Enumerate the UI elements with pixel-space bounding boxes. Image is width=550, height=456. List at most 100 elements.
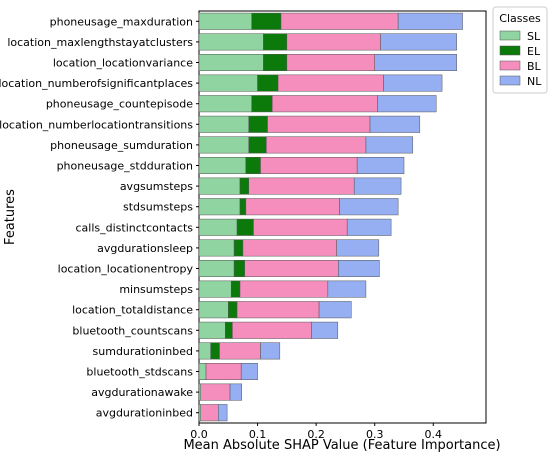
bar-nl-phoneusage_countepisode: [377, 95, 437, 113]
bar-bl-location_numberlocationtransitions: [267, 115, 371, 133]
bar-nl-location_numberofsignificantplaces: [383, 74, 443, 92]
bar-bl-phoneusage_sumduration: [266, 136, 367, 154]
legend: Classes SL EL BL NL: [492, 6, 548, 94]
x-tick-label: 0.4: [425, 428, 443, 441]
y-axis-label: Features: [3, 189, 18, 245]
bar-nl-bluetooth_stdscans: [240, 363, 258, 380]
bar-el-sumdurationinbed: [210, 342, 220, 360]
bar-bl-bluetooth_countscans: [232, 321, 312, 339]
bar-bl-phoneusage_countepisode: [271, 95, 378, 113]
bar-el-phoneusage_maxduration: [251, 12, 282, 30]
bar-bl-avgsumsteps: [248, 177, 355, 195]
bar-nl-location_locationvariance: [374, 54, 457, 71]
bar-sl-location_locationvariance: [198, 54, 264, 71]
bar-nl-avgdurationsleep: [336, 239, 380, 257]
bar-bl-phoneusage_stdduration: [260, 157, 358, 174]
legend-swatch-nl: [499, 75, 521, 86]
bar-bl-location_locationvariance: [286, 54, 375, 71]
bar-sl-minsumsteps: [198, 280, 232, 298]
bar-bl-sumdurationinbed: [219, 342, 261, 360]
bar-el-phoneusage_stdduration: [245, 157, 261, 174]
legend-label-bl: BL: [527, 60, 542, 73]
bar-el-location_numberlocationtransitions: [248, 115, 268, 133]
y-tick-label: sumdurationinbed: [93, 345, 193, 358]
bar-sl-phoneusage_maxduration: [198, 12, 252, 30]
legend-swatch-sl: [499, 30, 521, 41]
bar-nl-minsumsteps: [327, 280, 367, 298]
bar-bl-calls_distinctcontacts: [253, 218, 348, 236]
bar-sl-avgdurationsleep: [198, 239, 235, 257]
y-tick-label: avgdurationsleep: [97, 242, 193, 255]
y-tick-label: bluetooth_stdscans: [86, 366, 193, 379]
bar-el-location_maxlengthstayatclusters: [263, 33, 288, 51]
x-tick-label: 0.1: [249, 428, 267, 441]
bar-nl-location_totaldistance: [318, 301, 352, 319]
bar-bl-location_totaldistance: [236, 301, 320, 319]
y-tick-label: bluetooth_countscans: [72, 324, 193, 337]
y-tick-label: location_maxlengthstayatclusters: [7, 36, 193, 49]
bar-sl-location_totaldistance: [198, 301, 229, 319]
y-tick-label: phoneusage_stdduration: [57, 160, 193, 173]
bar-nl-phoneusage_maxduration: [397, 12, 463, 30]
bar-el-location_locationvariance: [263, 54, 288, 71]
legend-swatch-el: [499, 45, 521, 56]
y-tick-label: avgdurationawake: [91, 386, 193, 399]
x-ticks: 0.0 0.1 0.2 0.3 0.4: [190, 423, 442, 441]
bar-el-phoneusage_sumduration: [248, 136, 267, 154]
legend-label-sl: SL: [527, 30, 541, 43]
plot-frame: [198, 10, 487, 424]
bar-el-location_locationentropy: [233, 260, 245, 277]
bar-sl-location_maxlengthstayatclusters: [198, 33, 264, 51]
bar-el-minsumsteps: [230, 280, 241, 298]
y-tick-label: location_locationvariance: [53, 57, 193, 70]
bar-el-stdsumsteps: [239, 198, 247, 216]
bar-bl-phoneusage_maxduration: [280, 12, 399, 30]
bar-el-location_numberofsignificantplaces: [257, 74, 279, 92]
bar-nl-avgdurationinbed: [218, 404, 228, 422]
x-tick-label: 0.2: [307, 428, 325, 441]
bar-sl-phoneusage_countepisode: [198, 95, 252, 113]
bar-el-avgdurationsleep: [233, 239, 244, 257]
bar-bl-location_maxlengthstayatclusters: [286, 33, 381, 51]
bar-sl-phoneusage_sumduration: [198, 136, 250, 154]
y-tick-label: minsumsteps: [119, 283, 193, 296]
bar-el-calls_distinctcontacts: [236, 218, 254, 236]
bar-el-bluetooth_countscans: [225, 321, 233, 339]
y-tick-label: location_numberlocationtransitions: [0, 118, 193, 131]
bar-bl-minsumsteps: [239, 280, 329, 298]
bar-nl-location_maxlengthstayatclusters: [380, 33, 457, 51]
bar-sl-stdsumsteps: [198, 198, 241, 216]
legend-swatch-bl: [499, 60, 521, 71]
y-tick-label: location_locationentropy: [58, 263, 194, 276]
legend-label-el: EL: [527, 45, 541, 58]
bar-sl-location_numberofsignificantplaces: [198, 74, 258, 92]
bar-bl-avgdurationinbed: [200, 404, 219, 422]
bar-nl-avgdurationawake: [229, 383, 243, 401]
bar-nl-stdsumsteps: [339, 198, 399, 216]
x-axis-label: Mean Absolute SHAP Value (Feature Import…: [183, 438, 500, 453]
y-tick-label: phoneusage_maxduration: [50, 15, 193, 28]
bar-sl-phoneusage_stdduration: [198, 157, 247, 174]
bar-sl-location_numberlocationtransitions: [198, 115, 250, 133]
bar-bl-bluetooth_stdscans: [205, 363, 242, 380]
bar-nl-calls_distinctcontacts: [346, 218, 392, 236]
bar-nl-phoneusage_stdduration: [356, 157, 405, 174]
bar-sl-bluetooth_countscans: [198, 321, 226, 339]
bar-bl-avgdurationsleep: [242, 239, 337, 257]
bar-el-avgsumsteps: [239, 177, 250, 195]
y-tick-labels: phoneusage_maxduration location_maxlength…: [0, 15, 199, 420]
bar-bl-location_locationentropy: [244, 260, 339, 277]
bar-nl-avgsumsteps: [353, 177, 402, 195]
bar-el-phoneusage_countepisode: [251, 95, 273, 113]
y-tick-label: phoneusage_countepisode: [46, 98, 193, 111]
bar-sl-avgsumsteps: [198, 177, 241, 195]
y-tick-label: avgsumsteps: [120, 180, 193, 193]
bar-sl-sumdurationinbed: [198, 342, 211, 360]
y-tick-label: location_numberofsignificantplaces: [0, 77, 193, 90]
bar-nl-location_numberlocationtransitions: [369, 115, 421, 133]
bar-nl-bluetooth_countscans: [311, 321, 339, 339]
bar-el-location_totaldistance: [228, 301, 238, 319]
x-tick-label: 0.3: [366, 428, 384, 441]
y-tick-label: phoneusage_sumduration: [50, 139, 193, 152]
bar-nl-phoneusage_sumduration: [365, 136, 414, 154]
